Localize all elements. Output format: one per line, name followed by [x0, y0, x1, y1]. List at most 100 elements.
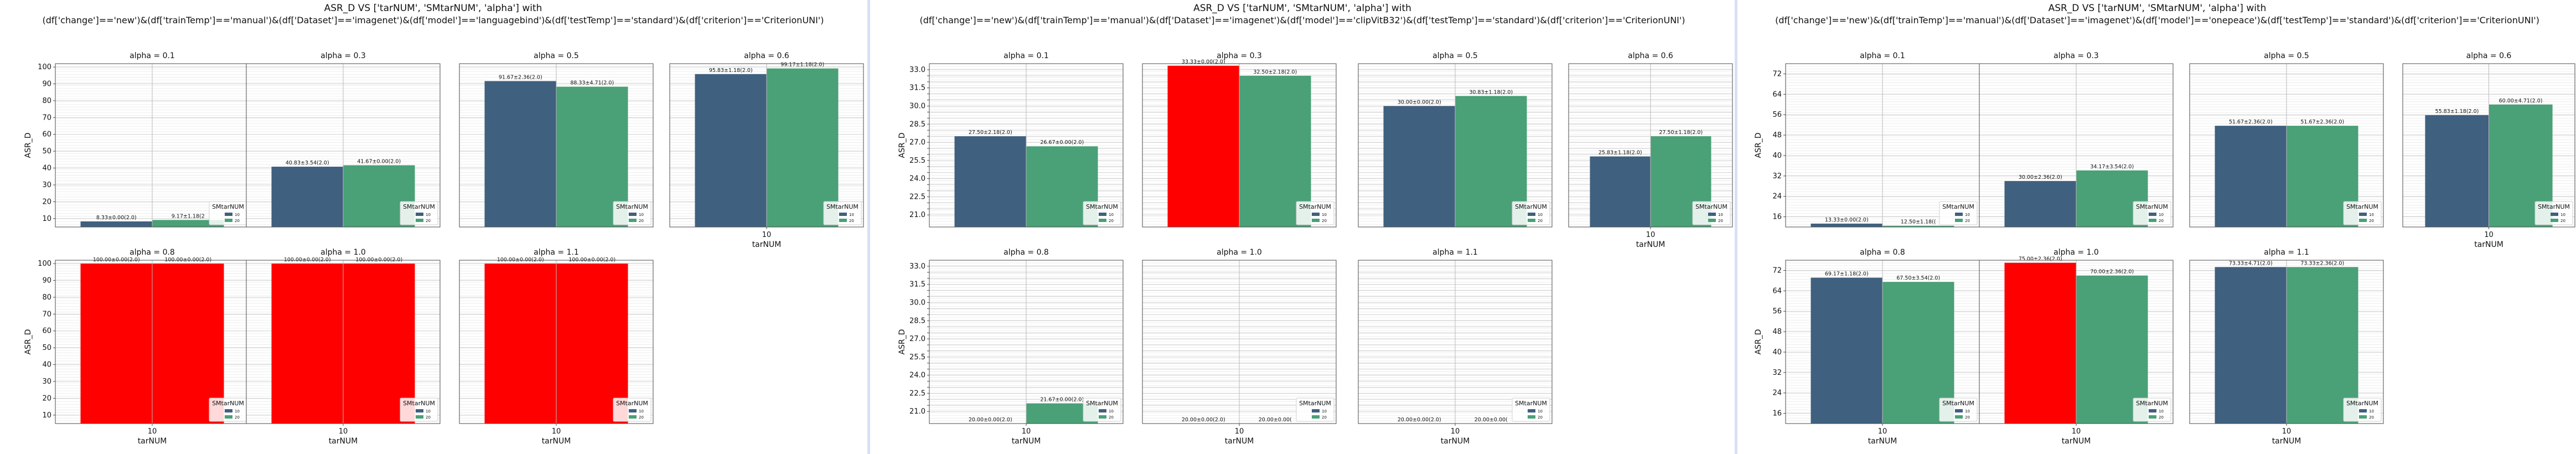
legend-title: SMtarNUM	[403, 400, 435, 407]
bar-label: 20.00±0.00(	[1259, 417, 1292, 423]
legend-swatch	[629, 219, 637, 222]
bar-label: 40.83±3.54(2.0)	[286, 160, 329, 166]
legend-label: 10	[2159, 213, 2164, 217]
chart-svg: ASR_D VS ['tarNUM', 'SMtarNUM', 'alpha']…	[24, 3, 864, 446]
legend-swatch	[1955, 213, 1963, 216]
legend-swatch	[2149, 213, 2156, 216]
y-tick-label: 20	[42, 394, 51, 403]
bar	[1882, 225, 1954, 227]
bar-label: 60.00±4.71(2.0)	[2499, 98, 2543, 104]
legend-title: SMtarNUM	[1299, 400, 1331, 407]
legend-title: SMtarNUM	[212, 400, 244, 407]
panel-title: alpha = 1.0	[2053, 248, 2099, 257]
legend-swatch	[2149, 219, 2156, 222]
y-tick-label: 70	[42, 114, 51, 122]
axes-frame	[1358, 63, 1553, 228]
y-tick-label: 48	[1772, 328, 1782, 336]
bar	[1167, 65, 1239, 227]
bar-label: 30.00±2.36(2.0)	[2019, 174, 2062, 180]
legend-swatch	[1955, 409, 1963, 412]
y-tick-label: 60	[42, 131, 51, 139]
legend-swatch	[2551, 219, 2558, 222]
bar	[556, 264, 628, 424]
x-axis-label: tarNUM	[1012, 437, 1041, 446]
chart-onepeace: ASR_D VS ['tarNUM', 'SMtarNUM', 'alpha']…	[1739, 0, 2576, 454]
x-axis-label: tarNUM	[138, 437, 167, 446]
legend-label: 10	[1322, 213, 1327, 217]
y-tick-label: 10	[42, 215, 51, 223]
legend-label: 10	[2369, 409, 2374, 414]
panel-alpha1.0: 100.00±0.00(2.0) 100.00±0.00(2.0)alpha = …	[246, 248, 441, 446]
legend-title: SMtarNUM	[616, 400, 648, 407]
y-tick-label: 30	[42, 181, 51, 189]
x-tick-label: 10	[1235, 427, 1244, 436]
x-tick-label: 10	[1646, 231, 1656, 239]
panel-title: alpha = 0.6	[2466, 51, 2512, 60]
legend-label: 10	[1109, 213, 1114, 217]
y-tick-label: 21.0	[909, 407, 925, 416]
panel-title: alpha = 0.6	[744, 51, 789, 60]
panel-title: alpha = 0.5	[534, 51, 579, 60]
legend-title: SMtarNUM	[1086, 203, 1118, 210]
panel-title: alpha = 1.0	[1217, 248, 1262, 257]
y-tick-label: 22.5	[909, 193, 925, 201]
legend-swatch	[1099, 219, 1106, 222]
x-axis-label: tarNUM	[1225, 437, 1254, 446]
bar-label: 9.17±1.18(2	[172, 213, 205, 219]
chart-subtitle: (df['change']=='new')&(df['trainTemp']==…	[43, 15, 824, 25]
bar-label: 88.33±4.71(2.0)	[570, 80, 614, 86]
panel-alpha0.5: 30.00±0.00(2.0) 30.83±1.18(2.0) alpha = 0.…	[1358, 51, 1553, 228]
bar	[1811, 277, 1882, 424]
panel-alpha0.5: 91.67±2.36(2.0) 88.33±4.71(2.0) alpha = 0.…	[459, 51, 654, 228]
legend-swatch	[416, 415, 423, 419]
x-axis-label: tarNUM	[1441, 437, 1470, 446]
legend-swatch	[629, 409, 637, 412]
bar	[343, 264, 415, 424]
y-tick-label: 40	[42, 361, 51, 369]
bar-label: 69.17±1.18(2.0)	[1825, 271, 1869, 277]
panel-alpha1.1: 73.33±4.71(2.0) 73.33±2.36(2.0) alpha = 1.…	[2189, 248, 2384, 446]
legend-label: 10	[426, 409, 431, 414]
y-tick-label: 24.0	[909, 372, 925, 380]
panel-alpha0.1: 27.50±2.18(2.0) 26.67±0.00(2.0) alpha = 0.…	[898, 51, 1124, 228]
legend-title: SMtarNUM	[2538, 203, 2570, 210]
legend-label: 10	[1538, 409, 1543, 414]
panel-title: alpha = 1.1	[534, 248, 579, 257]
legend-label: 20	[639, 219, 644, 223]
legend-title: SMtarNUM	[1695, 203, 1727, 210]
y-tick-label: 27.0	[909, 335, 925, 343]
y-tick-label: 21.0	[909, 211, 925, 219]
window-divider	[1735, 0, 1737, 454]
x-tick-label: 10	[148, 427, 157, 436]
y-tick-label: 25.5	[909, 157, 925, 165]
y-tick-label: 50	[42, 344, 51, 352]
legend-label: 20	[426, 219, 431, 223]
legend-swatch	[2359, 213, 2367, 216]
y-tick-label: 20	[42, 198, 51, 206]
bar	[271, 167, 343, 227]
x-axis-label: tarNUM	[752, 240, 782, 249]
y-tick-label: 33.0	[909, 262, 925, 271]
x-tick-label: 10	[1878, 427, 1887, 436]
chart-subtitle: (df['change']=='new')&(df['trainTemp']==…	[919, 15, 1685, 25]
axes-frame	[246, 63, 441, 228]
bar-label: 25.83±1.18(2.0)	[1599, 150, 1642, 156]
chart-svg: ASR_D VS ['tarNUM', 'SMtarNUM', 'alpha']…	[898, 3, 1733, 446]
chart-title: ASR_D VS ['tarNUM', 'SMtarNUM', 'alpha']…	[1193, 3, 1411, 14]
legend-label: 20	[849, 219, 854, 223]
legend-title: SMtarNUM	[1515, 400, 1547, 407]
legend-label: 20	[2369, 219, 2374, 223]
legend-label: 10	[1718, 213, 1723, 217]
panel-title: alpha = 0.1	[1860, 51, 1905, 60]
y-tick-label: 40	[1772, 152, 1782, 160]
legend-swatch	[416, 213, 423, 216]
chart-languagebind: ASR_D VS ['tarNUM', 'SMtarNUM', 'alpha']…	[0, 0, 866, 454]
